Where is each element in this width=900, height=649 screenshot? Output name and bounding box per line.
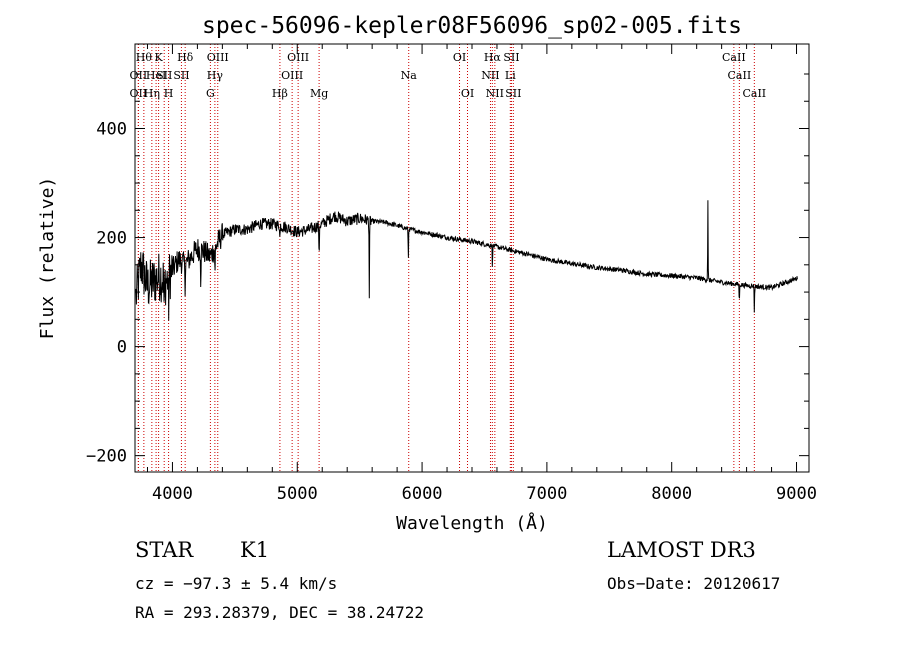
line-marker-label: Na [401, 69, 418, 82]
line-marker-label: Hη [144, 87, 160, 100]
chart-title: spec-56096-kepler08F56096_sp02-005.fits [202, 13, 742, 39]
line-marker-label: Li [505, 69, 516, 82]
line-marker-label: NII [481, 69, 499, 82]
line-marker-label: Mg [310, 87, 328, 100]
line-marker-label: K [154, 51, 163, 64]
y-tick-label: 400 [96, 120, 127, 140]
x-tick-label: 4000 [152, 484, 193, 504]
y-tick-label: −200 [86, 447, 127, 467]
obs-date: Obs−Date: 20120617 [607, 574, 781, 593]
line-marker-label: OI [453, 51, 466, 64]
line-marker-label: SII [173, 69, 189, 82]
line-marker-label: SII [505, 87, 521, 100]
axes-layer: 4000 5000 6000 7000 8000 9000 −200 0 200 400 [86, 44, 817, 504]
emission-line-labels: OII OII Hθ Hη HeI K SII H Hδ SII Hγ G OIII Hβ OIII OIII… [130, 51, 767, 100]
line-marker-label: Hγ [207, 69, 224, 82]
line-marker-label: G [206, 87, 215, 100]
y-tick-label: 0 [117, 338, 127, 358]
redshift-value: cz = −97.3 ± 5.4 km/s [135, 574, 338, 593]
line-marker-label: CaII [742, 87, 766, 100]
line-marker-label: NII [486, 87, 504, 100]
line-marker-label: OI [461, 87, 474, 100]
object-class: STAR [135, 538, 194, 562]
spectrum-layer [135, 200, 798, 321]
line-marker-label: Hβ [272, 87, 288, 100]
line-marker-label: Hα [484, 51, 502, 64]
line-marker-label: OIII [281, 69, 303, 82]
y-axis-label: Flux (relative) [37, 177, 58, 340]
line-marker-label: SII [503, 51, 519, 64]
object-subclass: K1 [240, 538, 270, 562]
line-marker-label: HeI [146, 69, 166, 82]
line-marker-label: OIII [207, 51, 229, 64]
survey-name: LAMOST DR3 [607, 538, 756, 562]
y-tick-label: 200 [96, 229, 127, 249]
line-marker-label: OII [130, 87, 148, 100]
line-marker-label: CaII [722, 51, 746, 64]
x-tick-label: 6000 [402, 484, 443, 504]
coordinates: RA = 293.28379, DEC = 38.24722 [135, 603, 424, 622]
x-tick-label: 5000 [277, 484, 318, 504]
line-marker-label: H [164, 87, 174, 100]
line-marker-label: SII [156, 69, 172, 82]
emission-line-markers [137, 44, 755, 472]
x-tick-label: 7000 [526, 484, 567, 504]
line-marker-label: Hδ [177, 51, 194, 64]
x-tick-label: 9000 [776, 484, 817, 504]
line-marker-label: OII [130, 69, 148, 82]
line-marker-label: Hθ [136, 51, 153, 64]
line-marker-label: OIII [287, 51, 309, 64]
x-tick-label: 8000 [651, 484, 692, 504]
x-axis-label: Wavelength (Å) [396, 512, 548, 534]
line-marker-label: CaII [728, 69, 752, 82]
spectrum-line [135, 200, 798, 321]
